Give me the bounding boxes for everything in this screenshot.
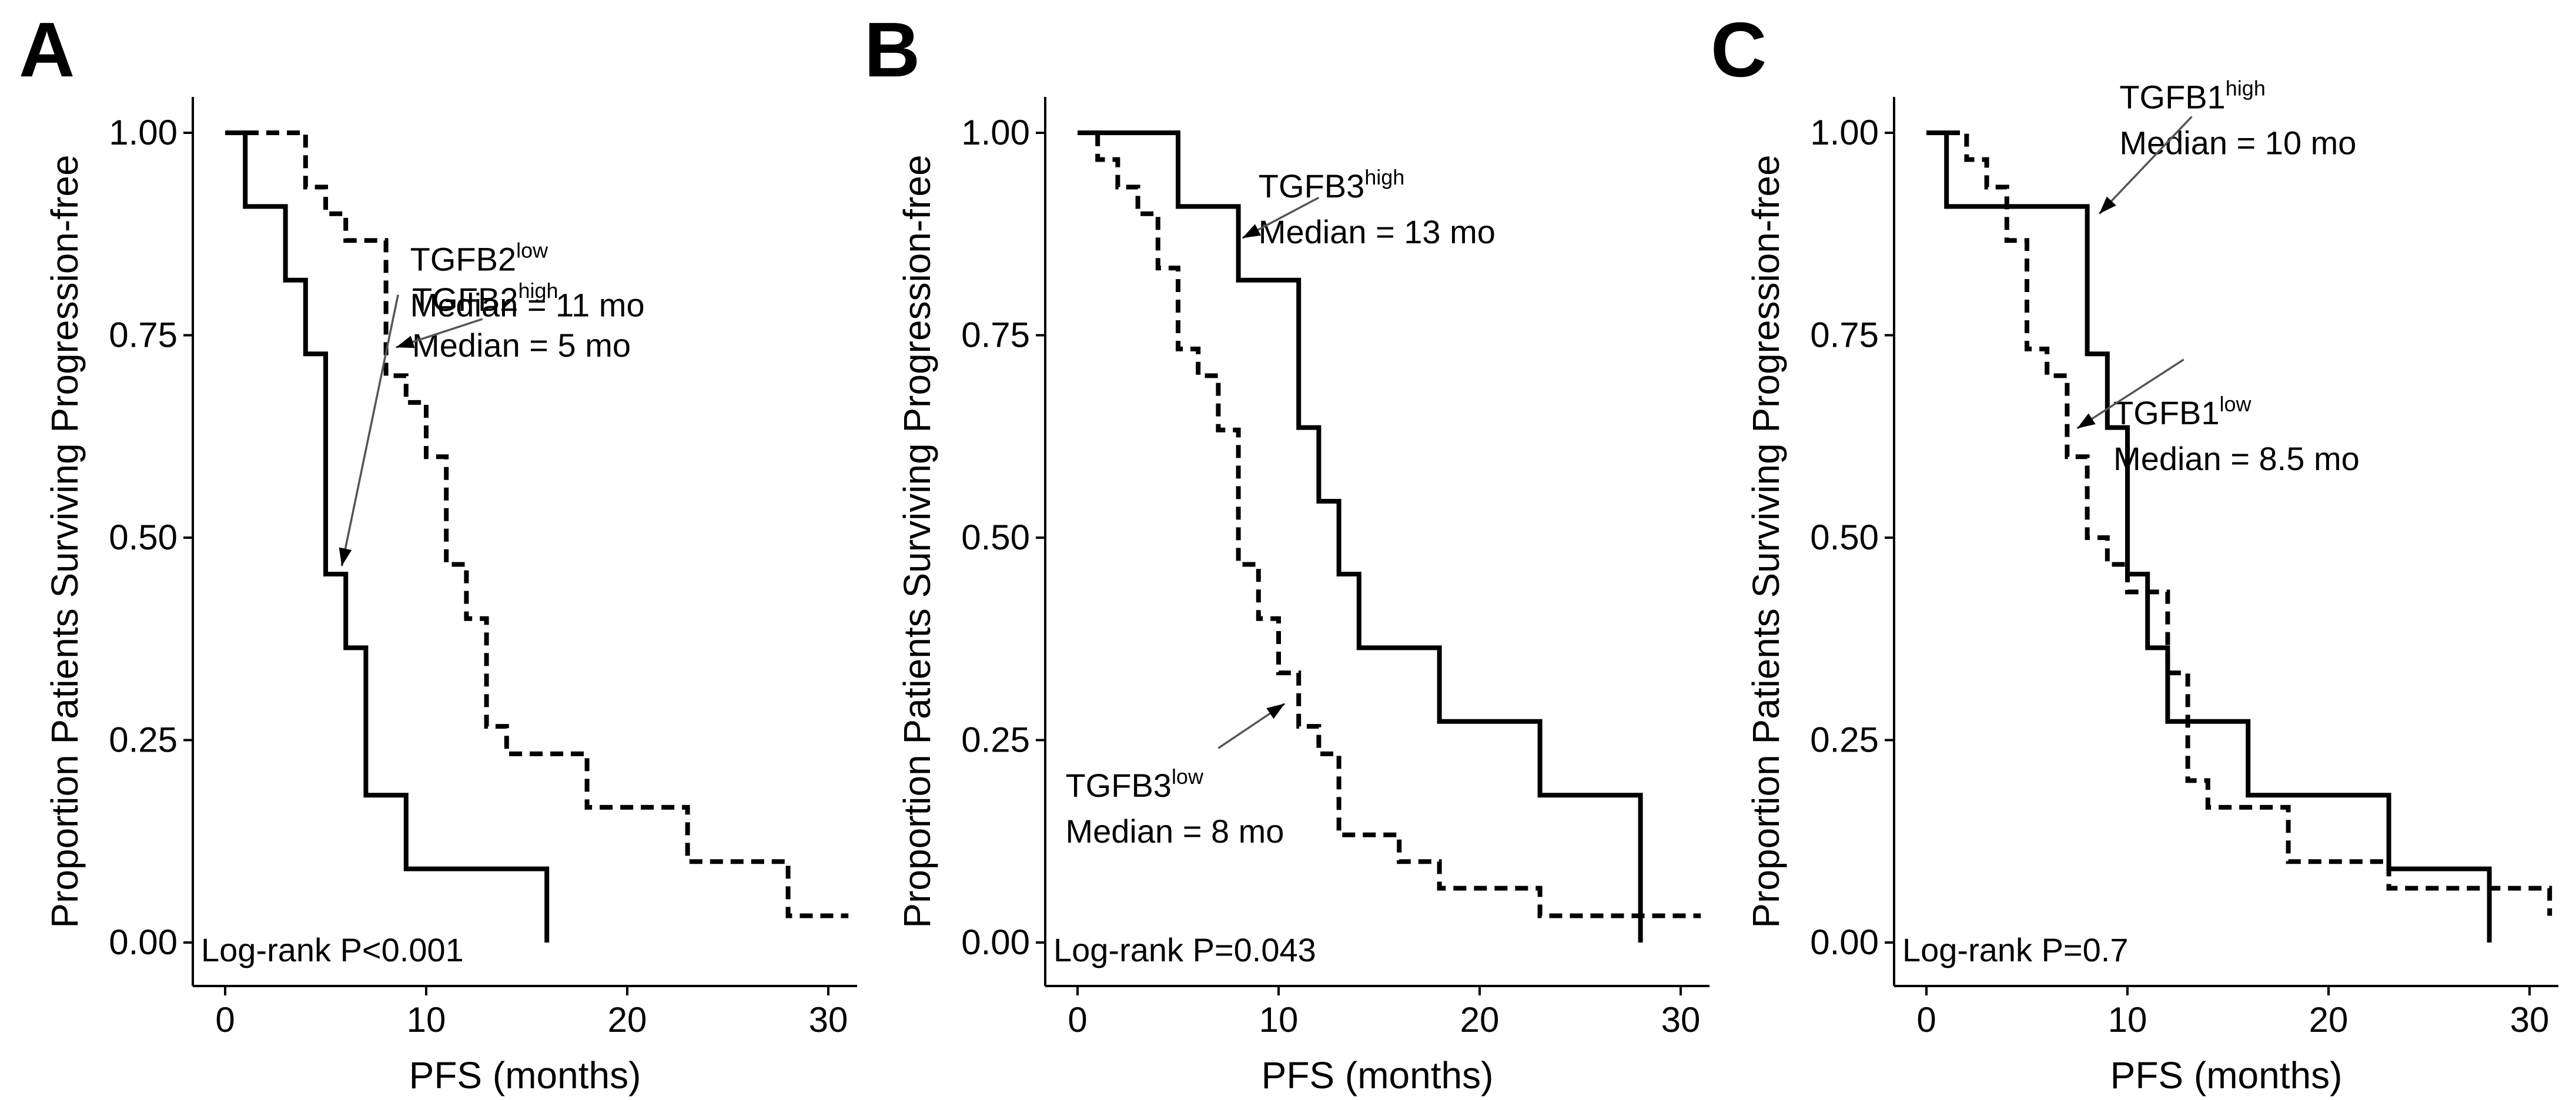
panel-b: B 0.00 0.25 0.50 0.75 1.00 0 10 20 30 PFS (months)… xyxy=(864,6,1709,1096)
x-tick-label: 0 xyxy=(1916,1000,1936,1039)
logrank-pvalue: Log-rank P=0.7 xyxy=(1902,931,2128,968)
x-tick-label: 10 xyxy=(2108,1000,2147,1039)
panel-letter: B xyxy=(864,6,920,93)
arrow-head xyxy=(339,548,352,566)
x-tick-label: 0 xyxy=(215,1000,235,1039)
y-axis-title: Proportion Patients Surviving Progressio… xyxy=(44,155,86,928)
series-label-tgfb3high: TGFB3high xyxy=(1259,165,1405,204)
arrow-head xyxy=(2077,413,2096,428)
x-tick-label: 20 xyxy=(1460,1000,1500,1039)
x-axis-title: PFS (months) xyxy=(2110,1054,2343,1096)
y-tick-label: 0.00 xyxy=(961,923,1030,962)
y-axis-title: Proportion Patients Surviving Progressio… xyxy=(1745,155,1787,928)
arrow-tgfb2low xyxy=(342,295,398,566)
panel-letter: C xyxy=(1711,6,1767,93)
series-label-tgfb2low: TGFB2low xyxy=(410,238,548,277)
y-axis-title: Proportion Patients Surviving Progressio… xyxy=(896,155,938,928)
y-tick-label: 0.50 xyxy=(109,518,178,557)
y-tick-label: 1.00 xyxy=(109,113,178,152)
x-tick-label: 10 xyxy=(407,1000,446,1039)
y-tick-label: 0.25 xyxy=(109,720,178,760)
series-label-tgfb1low: TGFB1low xyxy=(2113,392,2252,431)
y-tick-label: 0.50 xyxy=(1810,518,1879,557)
x-tick-label: 0 xyxy=(1068,1000,1087,1039)
panel-a: A 0.00 0.25 0.50 0.75 1.00 0 10 20 30 PFS (months)… xyxy=(19,6,857,1096)
y-tick-label: 0.50 xyxy=(961,518,1030,557)
km-curve-tgfb1high xyxy=(1926,133,2490,943)
series-label-tgfb1high: TGFB1high xyxy=(2119,76,2266,116)
km-curve-tgfb1low xyxy=(1926,133,2550,916)
km-figure: A 0.00 0.25 0.50 0.75 1.00 0 10 20 30 PFS (months)… xyxy=(0,0,2576,1100)
x-tick-label: 30 xyxy=(1661,1000,1701,1039)
x-tick-label: 30 xyxy=(809,1000,848,1039)
median-label-tgfb1low: Median = 8.5 mo xyxy=(2113,440,2360,477)
y-tick-label: 1.00 xyxy=(1810,113,1879,152)
panel-c: C 0.00 0.25 0.50 0.75 1.00 0 10 20 30 PFS (months)… xyxy=(1711,6,2558,1096)
y-tick-label: 0.25 xyxy=(1810,720,1879,760)
y-tick-label: 0.00 xyxy=(1810,923,1879,962)
median-label-tgfb3high: Median = 13 mo xyxy=(1259,213,1496,250)
y-tick-label: 0.00 xyxy=(109,923,178,962)
y-tick-label: 0.75 xyxy=(109,316,178,355)
y-tick-label: 0.75 xyxy=(961,316,1030,355)
x-tick-label: 30 xyxy=(2510,1000,2550,1039)
arrow-head xyxy=(1266,703,1284,719)
panel-letter: A xyxy=(19,6,75,93)
series-label-tgfb3low: TGFB3low xyxy=(1065,764,1203,804)
logrank-pvalue: Log-rank P<0.001 xyxy=(201,931,464,968)
x-axis-title: PFS (months) xyxy=(409,1054,641,1096)
y-tick-label: 0.25 xyxy=(961,720,1030,760)
x-tick-label: 10 xyxy=(1259,1000,1299,1039)
x-tick-label: 20 xyxy=(608,1000,647,1039)
x-axis-title: PFS (months) xyxy=(1262,1054,1494,1096)
logrank-pvalue: Log-rank P=0.043 xyxy=(1053,931,1316,968)
y-tick-label: 1.00 xyxy=(961,113,1030,152)
y-tick-label: 0.75 xyxy=(1810,316,1879,355)
median-label-tgfb3low: Median = 8 mo xyxy=(1065,813,1284,850)
x-tick-label: 20 xyxy=(2309,1000,2348,1039)
